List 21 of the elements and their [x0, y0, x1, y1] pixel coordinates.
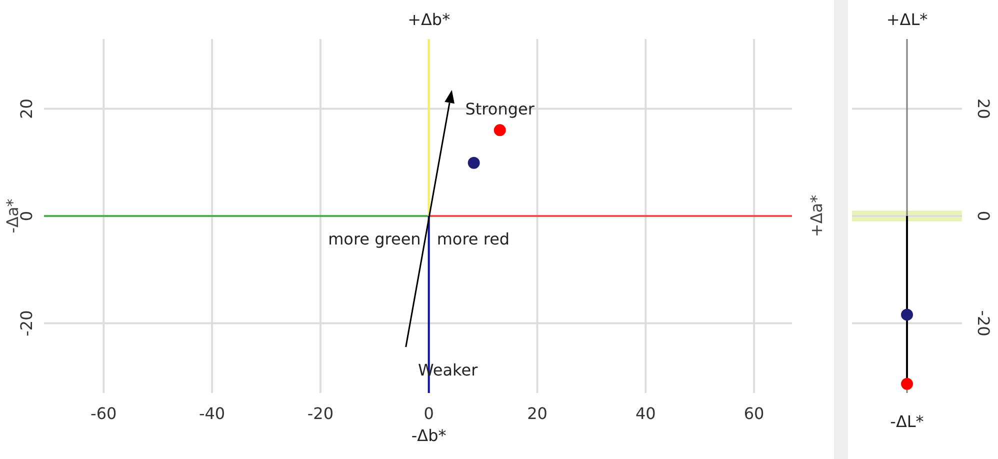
x-tick-label: 40 [635, 404, 656, 423]
x-axis-title: -Δb* [411, 426, 446, 445]
x-tick-label: -20 [307, 404, 334, 423]
x-tick-label: 20 [527, 404, 548, 423]
annotation: more red [436, 229, 510, 248]
annotation: Stronger [465, 99, 535, 118]
y-tick-label: -20 [974, 310, 993, 336]
x-axis-title: -ΔL* [890, 412, 924, 431]
annotation: more green [328, 229, 421, 248]
x-tick-label: 0 [424, 404, 434, 423]
y-tick-label: 20 [17, 98, 36, 119]
chart-title: +Δb* [408, 10, 450, 29]
x-tick-label: -40 [198, 404, 226, 423]
y-tick-label: 20 [974, 98, 993, 119]
y-tick-label: 0 [17, 210, 36, 222]
y-tick-label: 0 [974, 210, 993, 222]
y2-axis-title: +Δa* [807, 194, 826, 238]
y-tick-label: -20 [17, 310, 36, 336]
x-tick-label: 60 [744, 404, 764, 423]
chart-title: +ΔL* [886, 10, 928, 29]
x-tick-label: -60 [90, 404, 117, 423]
